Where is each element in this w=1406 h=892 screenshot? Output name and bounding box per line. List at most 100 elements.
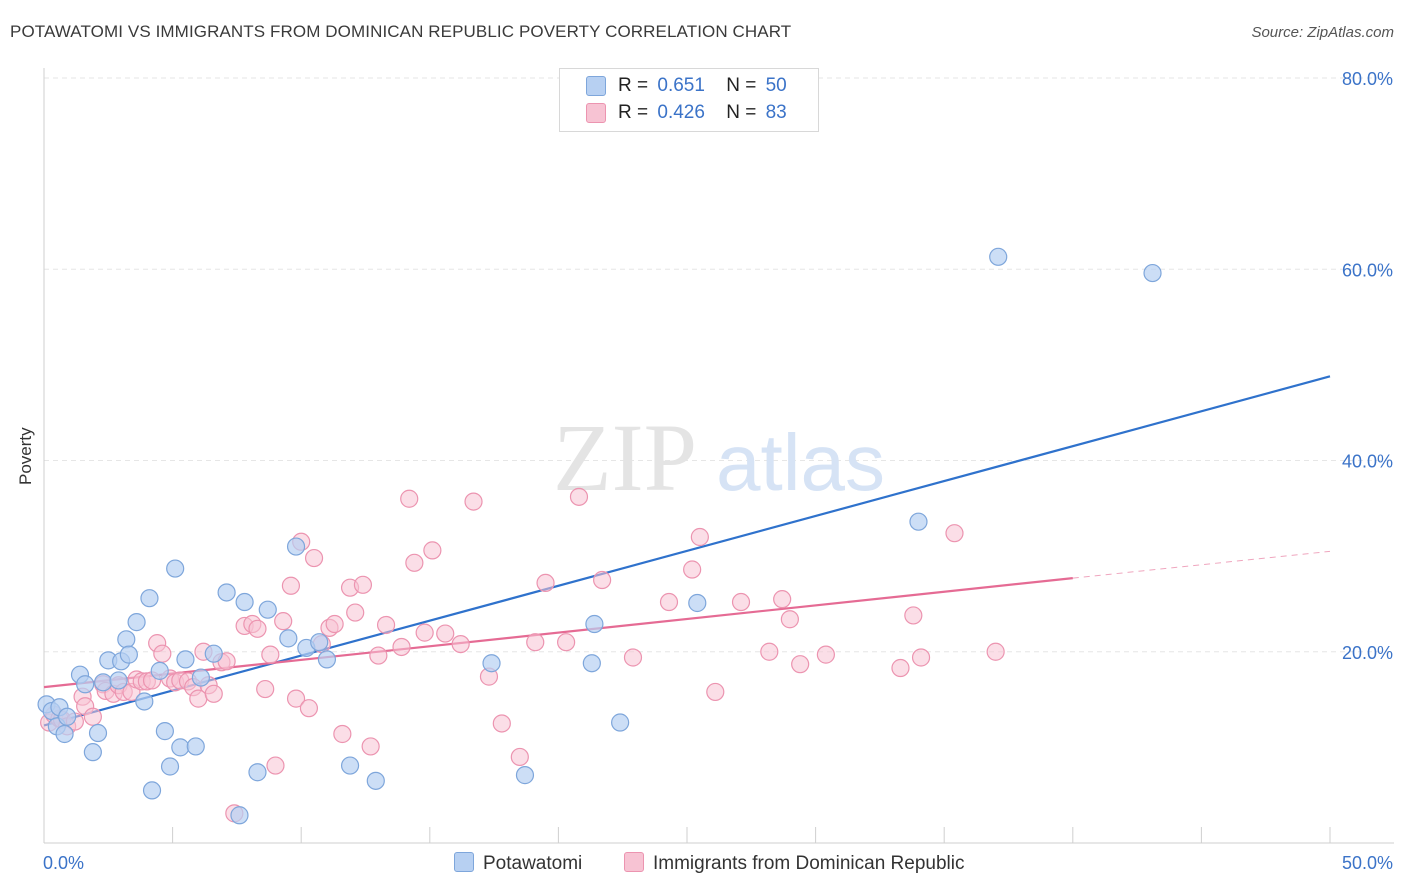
y-tick-label: 80.0%: [1342, 69, 1393, 89]
source-label: Source: ZipAtlas.com: [1251, 24, 1394, 41]
potawatomi-point: [258, 600, 277, 619]
dominican-point: [659, 592, 679, 612]
r-label: R =: [618, 102, 649, 123]
y-tick-label: 60.0%: [1342, 260, 1393, 280]
potawatomi-point: [611, 713, 630, 732]
dominican-point: [536, 573, 555, 593]
legend-text: R = 0.426 N = 83: [618, 102, 787, 124]
dominican-point: [415, 623, 434, 642]
x-tick-label-min: 0.0%: [43, 853, 84, 873]
potawatomi-point: [191, 668, 210, 687]
potawatomi-point: [515, 766, 535, 785]
potawatomi-point: [482, 654, 501, 673]
bottom-legend-swatch-blue: [454, 852, 474, 872]
dominican-point: [266, 756, 285, 775]
potawatomi-point: [155, 722, 174, 741]
dominican-point: [464, 492, 483, 511]
bottom-legend-potawatomi: Potawatomi: [454, 852, 582, 875]
potawatomi-point: [142, 781, 162, 800]
potawatomi-point: [248, 763, 267, 782]
dominican-point: [353, 575, 373, 594]
dominican-point: [760, 642, 779, 661]
dominican-point: [286, 689, 306, 708]
potawatomi-point: [989, 247, 1008, 266]
potawatomi-point: [230, 806, 249, 825]
chart-title: POTAWATOMI VS IMMIGRANTS FROM DOMINICAN …: [10, 22, 792, 41]
dominican-point: [153, 644, 172, 663]
potawatomi-point: [88, 723, 108, 743]
potawatomi-point: [582, 654, 601, 673]
series-dominican-points: [40, 487, 1005, 823]
potawatomi-point: [340, 756, 360, 775]
dominican-point: [304, 548, 324, 568]
potawatomi-point: [688, 593, 707, 613]
legend-swatch-pink: [586, 103, 606, 123]
potawatomi-point: [83, 743, 102, 762]
dominican-point: [791, 655, 810, 674]
dominican-point: [423, 541, 442, 560]
dominican-point: [204, 684, 223, 703]
y-tick-label: 20.0%: [1342, 643, 1393, 663]
potawatomi-point: [127, 613, 146, 632]
potawatomi-point: [585, 614, 604, 634]
potawatomi-point: [366, 771, 385, 790]
dominican-point: [325, 614, 344, 634]
y-axis-label: Poverty: [16, 427, 35, 485]
dominican-point: [274, 612, 293, 631]
dominican-point: [557, 633, 576, 652]
watermark: ZIP atlas: [553, 404, 885, 511]
dominican-point: [492, 714, 511, 733]
dominican-point: [361, 737, 380, 756]
dominican-point: [333, 724, 352, 744]
n-value: 50: [765, 75, 787, 96]
dominican-point: [731, 592, 751, 612]
potawatomi-point: [76, 675, 95, 694]
n-label: N =: [726, 102, 757, 123]
stats-legend: R = 0.651 N = 50 R = 0.426 N = 83: [559, 68, 819, 132]
dominican-point: [83, 707, 102, 726]
potawatomi-point: [1143, 263, 1162, 283]
legend-swatch-blue: [586, 76, 606, 96]
r-value: 0.426: [657, 102, 705, 123]
dominican-point: [299, 699, 319, 718]
dominican-point: [986, 642, 1005, 661]
bottom-legend-dominican: Immigrants from Dominican Republic: [624, 852, 965, 875]
potawatomi-point: [279, 629, 298, 648]
potawatomi-point: [317, 650, 337, 669]
potawatomi-point: [135, 692, 154, 711]
potawatomi-point: [140, 589, 159, 608]
potawatomi-point: [117, 630, 136, 649]
bottom-legend-label: Potawatomi: [483, 853, 583, 874]
dominican-point: [400, 489, 419, 508]
dominican-trend-extension: [1072, 550, 1331, 579]
potawatomi-point: [94, 673, 113, 692]
potawatomi-point: [166, 559, 185, 578]
dominican-point: [780, 610, 799, 629]
dominican-point: [526, 633, 545, 652]
tick-labels: 20.0% 40.0% 60.0% 80.0% 0.0% 50.0%: [43, 69, 1393, 873]
dominican-point: [706, 682, 725, 702]
dominican-point: [281, 576, 301, 595]
dominican-point: [261, 645, 280, 664]
potawatomi-point: [286, 537, 306, 556]
dominican-point: [690, 527, 709, 547]
r-value: 0.651: [657, 75, 705, 96]
dominican-point: [593, 570, 612, 590]
watermark-atlas: atlas: [716, 418, 885, 507]
dominican-point: [904, 606, 923, 625]
series-potawatomi-points: [37, 247, 1162, 825]
potawatomi-point: [186, 737, 205, 756]
potawatomi-point: [160, 757, 180, 776]
dominican-point: [405, 553, 424, 572]
grid-lines: [44, 77, 1394, 653]
potawatomi-trend-line: [43, 375, 1331, 727]
dominican-point: [436, 624, 455, 643]
potawatomi-point: [109, 671, 128, 690]
potawatomi-point: [171, 738, 190, 757]
bottom-legend-swatch-pink: [624, 852, 644, 872]
dominican-point: [392, 637, 411, 657]
dominican-point: [891, 658, 910, 678]
dominican-point: [376, 615, 396, 635]
x-tick-label-max: 50.0%: [1342, 853, 1393, 873]
